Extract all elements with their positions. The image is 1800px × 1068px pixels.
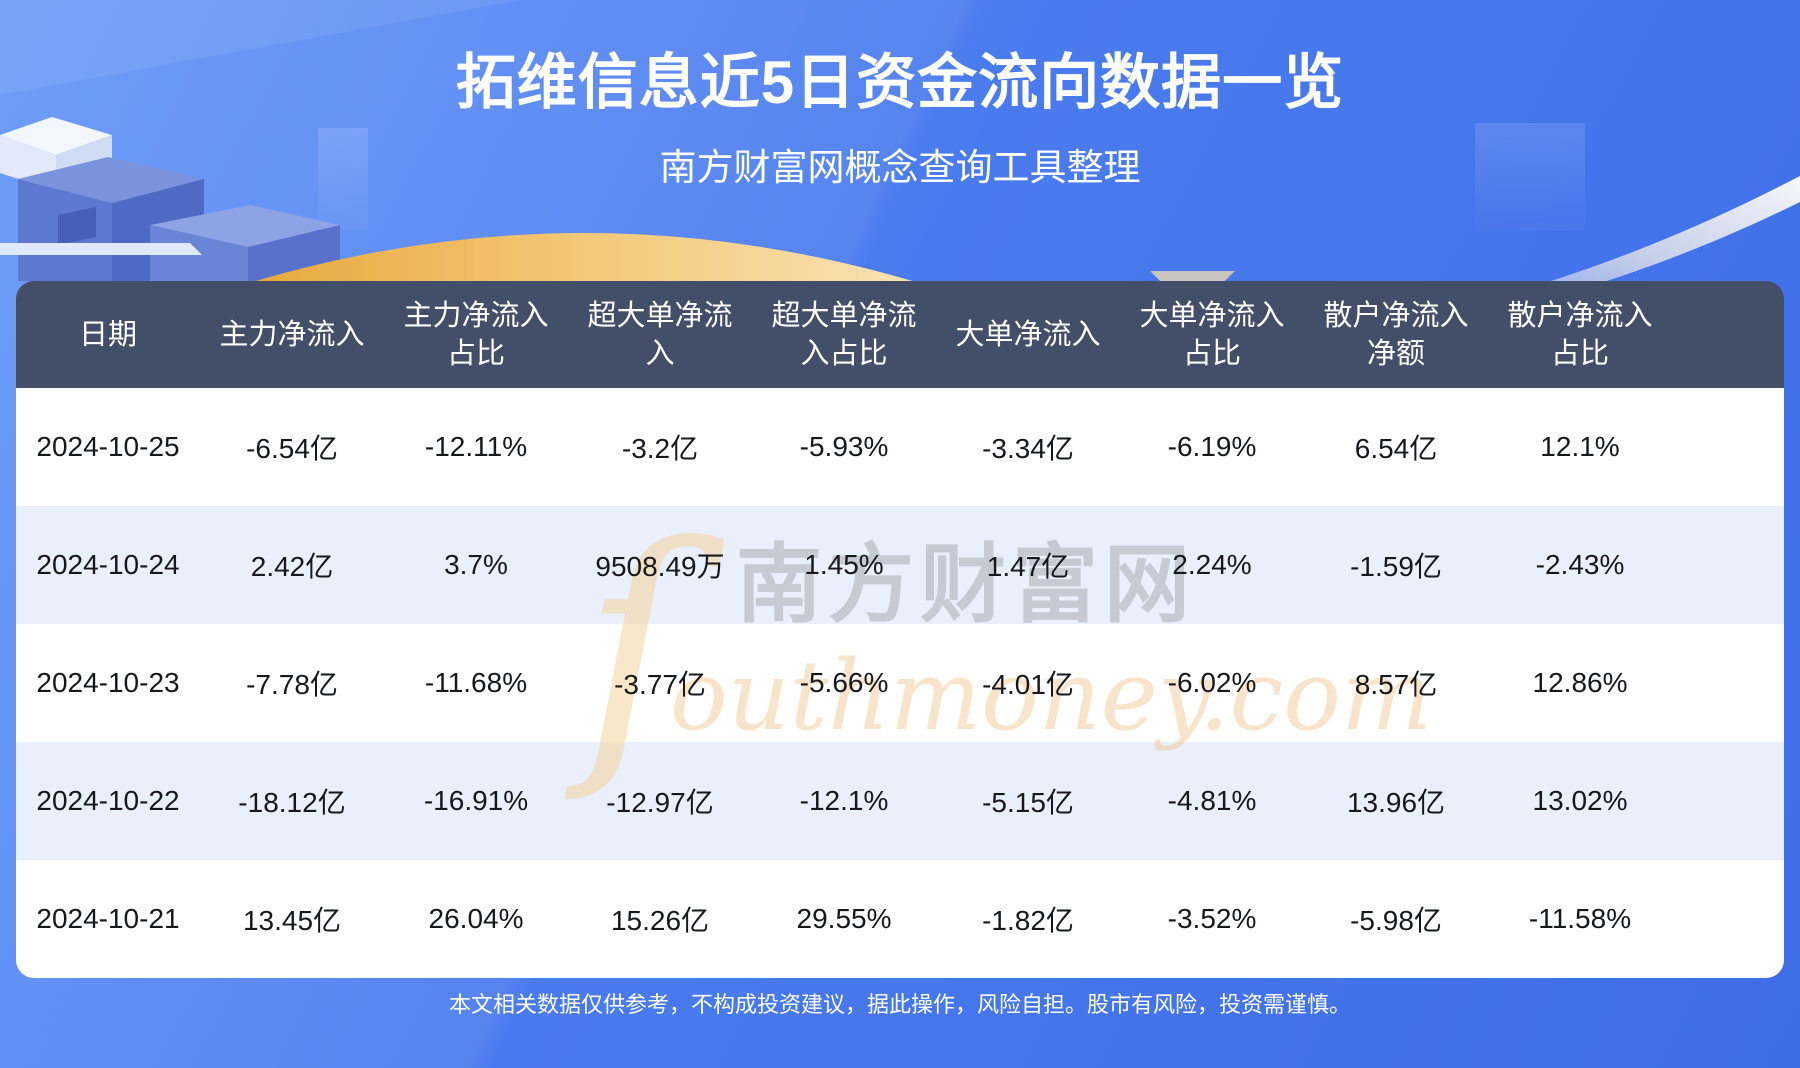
header-cell: 超大单净流 入占比 bbox=[771, 299, 917, 370]
table-cell: 1.47亿 bbox=[986, 551, 1070, 582]
table-row: 2024-10-25 -6.54亿 -12.11% -3.2亿 -5.93% -… bbox=[16, 388, 1784, 506]
table-cell: 1.45% bbox=[804, 549, 884, 580]
table-cell: 13.96亿 bbox=[1346, 787, 1446, 818]
cell-date: 2024-10-22 bbox=[36, 785, 180, 816]
table-row: 2024-10-21 13.45亿 26.04% 15.26亿 29.55% -… bbox=[16, 860, 1784, 978]
header-cell: 大单净流入 bbox=[955, 318, 1101, 351]
header-cell: 超大单净流 入 bbox=[587, 299, 733, 370]
table-cell: -11.68% bbox=[424, 667, 528, 698]
table-cell: 12.86% bbox=[1532, 667, 1628, 698]
table-cell: -3.2亿 bbox=[621, 433, 699, 464]
table-row: 2024-10-22 -18.12亿 -16.91% -12.97亿 -12.1… bbox=[16, 742, 1784, 860]
cell-date: 2024-10-23 bbox=[36, 667, 180, 698]
table-cell: 12.1% bbox=[1540, 431, 1620, 462]
gold-trapezoid-graphic bbox=[1150, 271, 1235, 281]
cell-date: 2024-10-24 bbox=[36, 549, 180, 580]
table-row: 2024-10-24 2.42亿 3.7% 9508.49万 1.45% 1.4… bbox=[16, 506, 1784, 624]
table-cell: -16.91% bbox=[423, 785, 529, 816]
table-cell: -3.34亿 bbox=[982, 433, 1074, 464]
cell-date: 2024-10-21 bbox=[36, 903, 180, 934]
buildings-graphic bbox=[0, 117, 340, 281]
table-cell: 2.24% bbox=[1172, 549, 1252, 580]
table-cell: -7.78亿 bbox=[246, 669, 338, 700]
table-cell: -2.43% bbox=[1535, 549, 1625, 580]
table-header-row: 日期 主力净流入 主力净流入 占比 超大单净流 入 超大单净流 入占比 大单净流… bbox=[16, 281, 1784, 388]
header-cell: 散户净流入 净额 bbox=[1323, 299, 1469, 370]
table-cell: -5.15亿 bbox=[982, 787, 1074, 818]
table-cell: -1.59亿 bbox=[1350, 551, 1442, 582]
table-cell: 15.26亿 bbox=[610, 905, 710, 936]
table-cell: -11.58% bbox=[1528, 903, 1632, 934]
header-cell: 散户净流入 占比 bbox=[1507, 299, 1653, 370]
table-cell: -1.82亿 bbox=[982, 905, 1074, 936]
header-cell: 主力净流入 bbox=[219, 318, 365, 351]
cell-date: 2024-10-25 bbox=[36, 431, 180, 462]
page-title: 拓维信息近5日资金流向数据一览 bbox=[455, 49, 1345, 116]
table-cell: 6.54亿 bbox=[1354, 433, 1438, 464]
hero-section: 拓维信息近5日资金流向数据一览 南方财富网概念查询工具整理 bbox=[0, 0, 1800, 188]
table-cell: -5.98亿 bbox=[1350, 905, 1442, 936]
header-cell: 主力净流入 占比 bbox=[403, 299, 549, 370]
table-cell: 3.7% bbox=[444, 549, 508, 580]
table-cell: -5.93% bbox=[799, 431, 889, 462]
data-table: 日期 主力净流入 主力净流入 占比 超大单净流 入 超大单净流 入占比 大单净流… bbox=[16, 281, 1784, 978]
page-subtitle: 南方财富网概念查询工具整理 bbox=[659, 147, 1141, 188]
table-cell: 9508.49万 bbox=[595, 551, 725, 582]
table-cell: 29.55% bbox=[796, 903, 892, 934]
glass-panel bbox=[1475, 123, 1585, 231]
table-cell: -3.77亿 bbox=[614, 669, 706, 700]
table-cell: -6.19% bbox=[1167, 431, 1257, 462]
table-cell: 13.45亿 bbox=[242, 905, 342, 936]
table-cell: -12.1% bbox=[799, 785, 889, 816]
table-cell: -3.52% bbox=[1167, 903, 1257, 934]
table-cell: -18.12亿 bbox=[238, 787, 346, 818]
table-cell: -5.66% bbox=[799, 667, 889, 698]
table-cell: 8.57亿 bbox=[1354, 669, 1438, 700]
disclaimer-text: 本文相关数据仅供参考，不构成投资建议，据此操作，风险自担。股市有风险，投资需谨慎… bbox=[448, 992, 1351, 1017]
header-cell: 日期 bbox=[78, 318, 137, 351]
table-row: 2024-10-23 -7.78亿 -11.68% -3.77亿 -5.66% … bbox=[16, 624, 1784, 742]
table-cell: -6.54亿 bbox=[246, 433, 338, 464]
header-cell: 大单净流入 占比 bbox=[1139, 299, 1285, 370]
table-cell: 2.42亿 bbox=[250, 551, 334, 582]
footer-section: 本文相关数据仅供参考，不构成投资建议，据此操作，风险自担。股市有风险，投资需谨慎… bbox=[0, 980, 1800, 1068]
gold-arc-graphic bbox=[252, 233, 916, 282]
table-cell: -6.02% bbox=[1167, 667, 1257, 698]
table-cell: -12.11% bbox=[424, 431, 528, 462]
glass-panel bbox=[318, 128, 368, 230]
table-cell: 26.04% bbox=[428, 903, 524, 934]
table-cell: 13.02% bbox=[1532, 785, 1628, 816]
table-cell: -12.97亿 bbox=[606, 787, 714, 818]
table-cell: -4.81% bbox=[1167, 785, 1257, 816]
table-cell: -4.01亿 bbox=[982, 669, 1074, 700]
